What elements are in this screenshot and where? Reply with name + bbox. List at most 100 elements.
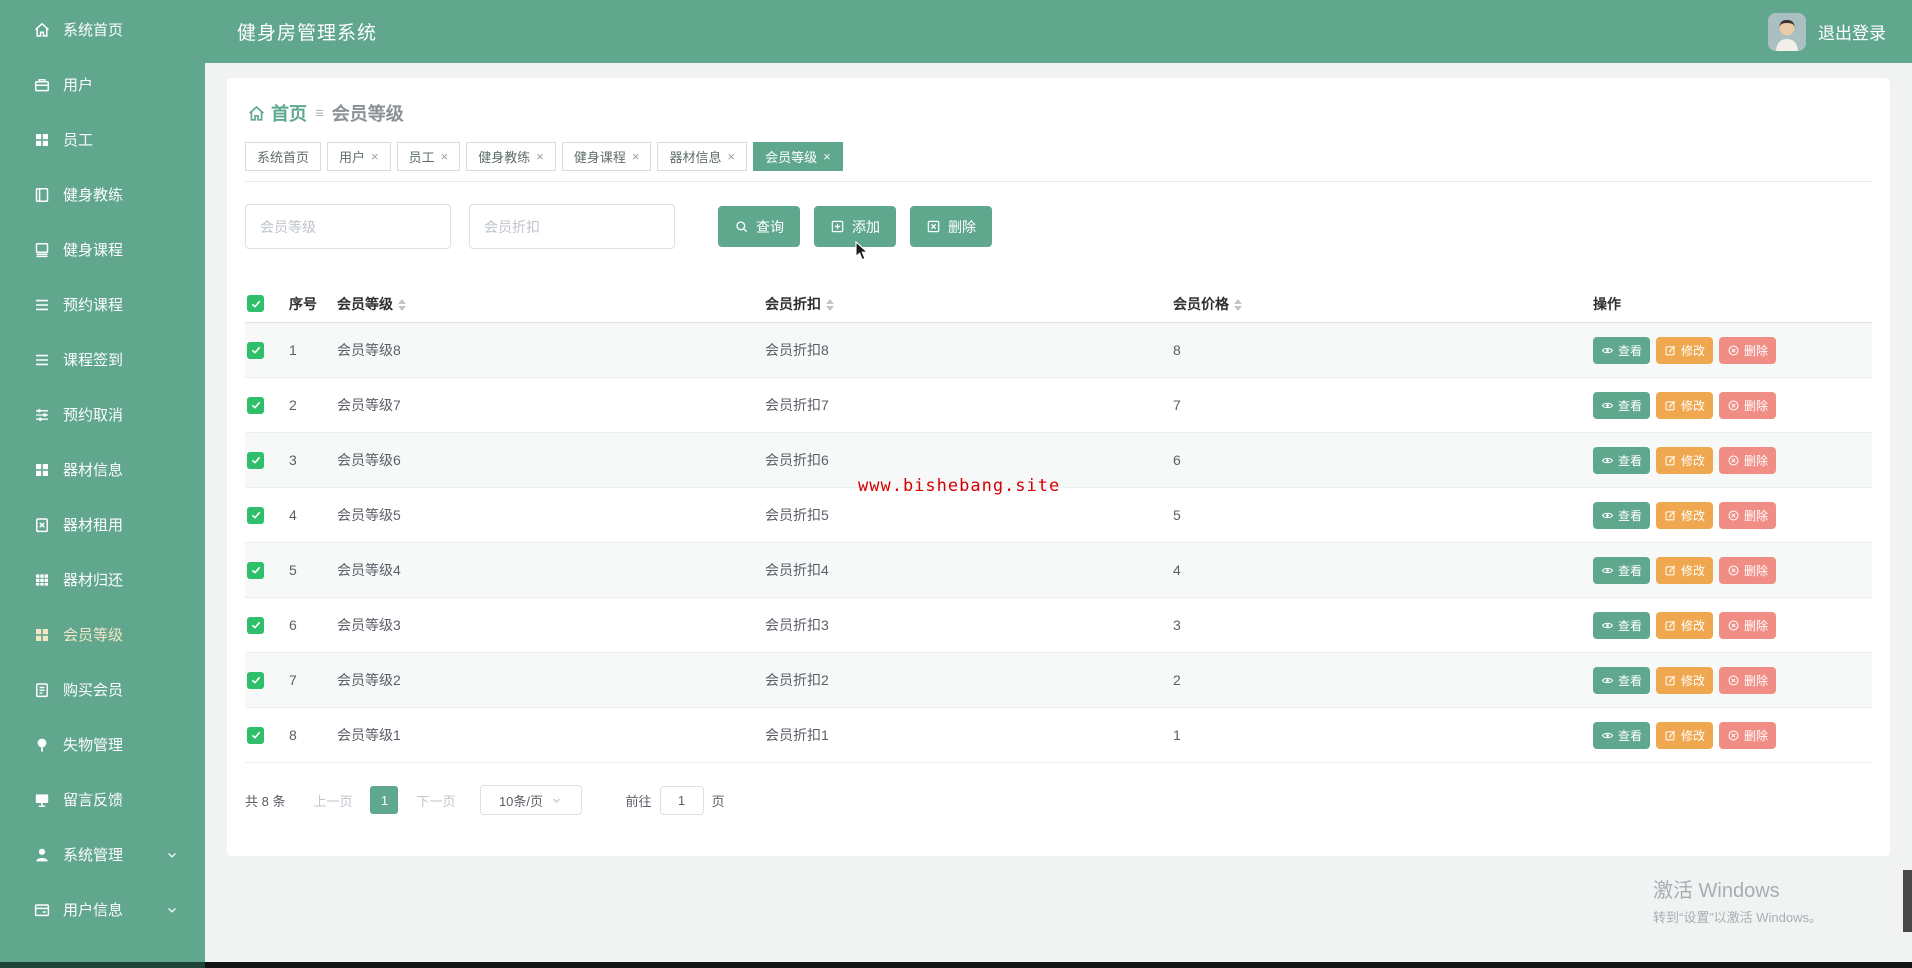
tab-close-icon[interactable]: × — [536, 149, 544, 164]
edit-button[interactable]: 修改 — [1656, 446, 1714, 474]
row-checkbox[interactable] — [247, 616, 264, 634]
member-level-search-input[interactable] — [245, 204, 451, 249]
add-button[interactable]: 添加 — [814, 206, 896, 247]
edit-button[interactable]: 修改 — [1656, 721, 1714, 749]
sidebar-item-4[interactable]: 健身教练 — [0, 167, 205, 222]
column-header-3: 会员折扣 — [765, 294, 1173, 314]
cell-discount: 会员折扣2 — [765, 672, 829, 688]
list-icon — [33, 296, 51, 314]
tab-close-icon[interactable]: × — [727, 149, 736, 164]
sidebar-item-12[interactable]: 会员等级 — [0, 607, 205, 662]
sidebar-item-3[interactable]: 员工 — [0, 112, 205, 167]
prev-page-button[interactable]: 上一页 — [313, 791, 352, 810]
row-checkbox[interactable] — [247, 341, 264, 359]
row-checkbox[interactable] — [247, 396, 264, 414]
cell-discount: 会员折扣5 — [765, 507, 829, 523]
xcirc-icon — [1727, 509, 1740, 522]
row-delete-button[interactable]: 删除 — [1719, 501, 1777, 529]
cell-level: 会员等级6 — [337, 452, 401, 468]
row-delete-button[interactable]: 删除 — [1719, 666, 1777, 694]
row-checkbox[interactable] — [247, 451, 264, 469]
next-page-button[interactable]: 下一页 — [416, 791, 455, 810]
edit-button[interactable]: 修改 — [1656, 666, 1714, 694]
edit-icon — [1664, 509, 1677, 522]
goto-page-input[interactable] — [659, 785, 704, 815]
sidebar-item-7[interactable]: 课程签到 — [0, 332, 205, 387]
row-checkbox[interactable] — [247, 561, 264, 579]
app-title: 健身房管理系统 — [237, 23, 378, 44]
sidebar-item-5[interactable]: 健身课程 — [0, 222, 205, 277]
sidebar-item-2[interactable]: 用户 — [0, 57, 205, 112]
view-button[interactable]: 查看 — [1593, 611, 1651, 639]
sort-carets[interactable] — [826, 298, 834, 311]
sidebar-item-17[interactable]: 用户信息 — [0, 882, 205, 937]
logout-button[interactable]: 退出登录 — [1818, 24, 1886, 43]
tab-1[interactable]: 系统首页 — [245, 142, 322, 171]
sidebar-item-13[interactable]: 购买会员 — [0, 662, 205, 717]
tab-4[interactable]: 健身教练 × — [466, 142, 556, 171]
cell-level: 会员等级1 — [337, 727, 401, 743]
tab-close-icon[interactable]: × — [440, 149, 449, 164]
tab-close-icon[interactable]: × — [631, 149, 640, 164]
sidebar-item-label: 器材归还 — [63, 572, 124, 589]
avatar[interactable] — [1768, 12, 1806, 51]
edit-icon — [1664, 619, 1677, 632]
sidebar-item-6[interactable]: 预约课程 — [0, 277, 205, 332]
sort-carets[interactable] — [1234, 298, 1242, 311]
row-checkbox[interactable] — [247, 726, 264, 744]
tab-7[interactable]: 会员等级 × — [753, 142, 843, 171]
edit-button[interactable]: 修改 — [1656, 611, 1714, 639]
delete-button[interactable]: 删除 — [910, 206, 992, 247]
list-icon — [33, 351, 51, 369]
windows-watermark-title: 激活 Windows — [1652, 880, 1780, 902]
page-size-select[interactable]: 10条/页 — [479, 785, 582, 815]
breadcrumb-home-link[interactable]: 首页 — [247, 100, 307, 126]
row-delete-button[interactable]: 删除 — [1719, 611, 1777, 639]
tab-6[interactable]: 器材信息 × — [657, 142, 748, 171]
tab-close-icon[interactable]: × — [823, 149, 831, 164]
edit-icon — [1664, 564, 1677, 577]
view-button[interactable]: 查看 — [1593, 391, 1651, 419]
row-delete-button[interactable]: 删除 — [1719, 556, 1777, 584]
sidebar-item-9[interactable]: 器材信息 — [0, 442, 205, 497]
view-button[interactable]: 查看 — [1593, 501, 1651, 529]
row-checkbox[interactable] — [247, 671, 264, 689]
view-button[interactable]: 查看 — [1593, 556, 1651, 584]
sidebar-item-11[interactable]: 器材归还 — [0, 552, 205, 607]
view-button[interactable]: 查看 — [1593, 721, 1651, 749]
vertical-scrollbar-thumb[interactable] — [1903, 870, 1912, 932]
sort-carets[interactable] — [398, 298, 406, 311]
tab-5[interactable]: 健身课程 × — [561, 142, 652, 171]
row-delete-button[interactable]: 删除 — [1719, 721, 1777, 749]
cell-index: 3 — [289, 452, 297, 468]
search-toolbar: 查询 添加 删除 — [245, 204, 1872, 249]
view-button[interactable]: 查看 — [1593, 446, 1651, 474]
sidebar-item-1[interactable]: 系统首页 — [0, 2, 205, 57]
row-delete-button[interactable]: 删除 — [1719, 336, 1777, 364]
tab-3[interactable]: 员工 × — [396, 142, 461, 171]
select-all-checkbox[interactable] — [247, 295, 264, 312]
xcirc-icon — [1727, 729, 1740, 742]
query-button[interactable]: 查询 — [718, 206, 800, 247]
tab-label: 系统首页 — [257, 150, 310, 165]
member-discount-search-input[interactable] — [469, 204, 675, 249]
page-number-button[interactable]: 1 — [370, 786, 399, 814]
sidebar-item-15[interactable]: 留言反馈 — [0, 772, 205, 827]
row-delete-button[interactable]: 删除 — [1719, 446, 1777, 474]
edit-button[interactable]: 修改 — [1656, 556, 1714, 584]
view-button[interactable]: 查看 — [1593, 336, 1651, 364]
row-delete-button[interactable]: 删除 — [1719, 391, 1777, 419]
row-checkbox[interactable] — [247, 506, 264, 524]
view-button[interactable]: 查看 — [1593, 666, 1651, 694]
table-row-6: 6 会员等级3 会员折扣3 3 查看 修改 删除 — [245, 598, 1872, 653]
edit-button[interactable]: 修改 — [1656, 336, 1714, 364]
sidebar-item-10[interactable]: 器材租用 — [0, 497, 205, 552]
edit-button[interactable]: 修改 — [1656, 391, 1714, 419]
grid-icon — [33, 461, 51, 479]
tab-close-icon[interactable]: × — [371, 149, 379, 164]
tab-2[interactable]: 用户 × — [327, 142, 391, 171]
sidebar-item-14[interactable]: 失物管理 — [0, 717, 205, 772]
sidebar-item-16[interactable]: 系统管理 — [0, 827, 205, 882]
sidebar-item-8[interactable]: 预约取消 — [0, 387, 205, 442]
edit-button[interactable]: 修改 — [1656, 501, 1714, 529]
